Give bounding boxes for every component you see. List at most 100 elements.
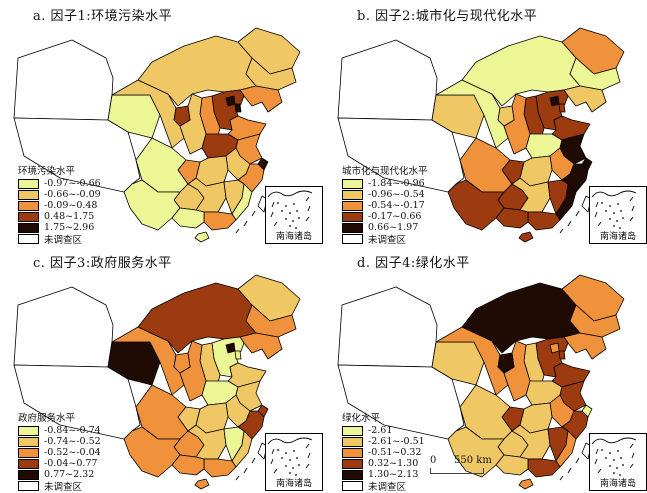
inset-island-dot	[293, 450, 295, 452]
china-choropleth-map-b	[337, 27, 625, 243]
legend-swatch-no-data	[342, 480, 363, 491]
china-choropleth-map-d	[337, 274, 625, 490]
province-liaoning	[563, 85, 607, 113]
legend-swatch	[18, 200, 39, 211]
inset-dash-line	[270, 458, 274, 465]
inset-island-dot	[296, 210, 298, 212]
inset-island-dot	[619, 227, 621, 229]
legend-label: -0.97~-0.66	[44, 178, 101, 189]
sea-boundary-dash	[251, 210, 256, 217]
inset-island-dot	[295, 227, 297, 229]
inset-dash-line	[305, 196, 310, 202]
inset-island-dot	[281, 457, 283, 459]
inset-dash-line	[631, 205, 635, 212]
inset-label: 南海诸岛	[266, 232, 322, 243]
province-xinjiang	[337, 286, 438, 368]
legend-row: -0.51~0.32	[342, 447, 425, 458]
province-hainan	[518, 478, 534, 490]
map-panel-b: b. 因子2:城市化与现代化水平 城市化与现代化水平 -1.84~-0.96 -0…	[324, 0, 647, 246]
province-shandong	[551, 362, 591, 388]
map-legend-c: 政府服务水平 -0.84~-0.74 -0.74~-0.52 -0.52~-0.04…	[18, 410, 101, 493]
inset-dash-line	[595, 201, 599, 208]
legend-swatch	[342, 211, 363, 222]
inset-dash-line	[271, 448, 275, 455]
province-chongqing	[501, 406, 525, 432]
province-hainan	[518, 231, 534, 243]
south-china-sea-inset: 南海诸岛	[265, 433, 323, 491]
inset-islands-graphic	[591, 190, 637, 229]
province-beijing	[549, 342, 560, 354]
inset-dash-line	[305, 443, 310, 449]
south-china-sea-inset: 南海诸岛	[265, 186, 323, 244]
legend-label: -0.54~-0.17	[368, 200, 425, 211]
legend-row: -0.09~0.48	[18, 200, 101, 211]
inset-island-dot	[285, 465, 287, 467]
legend-swatch	[18, 458, 39, 469]
province-guangdong	[527, 211, 561, 231]
legend-swatch	[342, 436, 363, 447]
legend-label-no-data: 未调查区	[44, 481, 83, 493]
sea-boundary-dash	[567, 467, 572, 474]
inset-coastline	[267, 190, 313, 198]
legend-label-no-data: 未调查区	[44, 234, 83, 246]
inset-dash-line	[273, 468, 278, 474]
inset-dash-line	[305, 216, 310, 222]
inset-dash-line	[597, 221, 602, 227]
inset-island-dot	[609, 205, 611, 207]
province-shandong	[227, 362, 267, 388]
legend-row: -0.54~-0.17	[342, 200, 428, 211]
inset-island-dot	[616, 220, 618, 222]
legend-label: 0.32~1.30	[368, 458, 419, 469]
sea-boundary-dash	[559, 228, 564, 234]
province-tianjin	[234, 103, 242, 113]
inset-island-dot	[292, 220, 294, 222]
scale-bar-line	[430, 468, 484, 474]
legend-label: -0.96~-0.54	[368, 189, 425, 200]
inset-coastline	[591, 437, 637, 445]
inset-islands-graphic	[591, 437, 637, 476]
province-beijing	[225, 342, 236, 354]
legend-swatch	[342, 178, 363, 189]
legend-row: -0.97~-0.66	[18, 178, 101, 189]
province-tianjin	[558, 103, 566, 113]
inset-island-dot	[292, 467, 294, 469]
province-beijing	[225, 95, 236, 107]
inset-dash-line	[595, 448, 599, 455]
inset-island-dot	[285, 218, 287, 220]
legend-rows: -0.84~-0.74 -0.74~-0.52 -0.52~-0.04 -0.04~0…	[18, 425, 101, 493]
inset-island-dot	[617, 450, 619, 452]
inset-island-dot	[289, 472, 291, 474]
inset-island-dot	[298, 217, 300, 219]
legend-label: 1.30~2.13	[368, 469, 419, 480]
province-hainan	[194, 231, 210, 243]
legend-label: -0.74~-0.52	[44, 436, 101, 447]
legend-swatch	[342, 222, 363, 233]
inset-island-dot	[613, 459, 615, 461]
legend-title: 城市化与现代化水平	[342, 166, 428, 177]
china-choropleth-map-c	[13, 274, 301, 490]
province-guangxi	[495, 454, 529, 476]
inset-label: 南海诸岛	[266, 479, 322, 490]
province-ningxia	[173, 105, 191, 127]
legend-swatch	[18, 211, 39, 222]
legend-label: -1.84~-0.96	[368, 178, 425, 189]
legend-label-no-data: 未调查区	[368, 234, 407, 246]
province-chongqing	[177, 159, 201, 185]
province-tianjin	[234, 350, 242, 360]
legend-swatch	[18, 178, 39, 189]
province-xinjiang	[337, 39, 438, 121]
legend-rows: -0.97~-0.66 -0.66~-0.09 -0.09~0.48 0.48~1.7…	[18, 178, 101, 246]
inset-island-dot	[620, 457, 622, 459]
legend-row-no-data: 未调查区	[342, 480, 425, 493]
inset-island-dot	[285, 205, 287, 207]
legend-row: -0.96~-0.54	[342, 189, 428, 200]
panel-title-d: d. 因子4:绿化水平	[357, 256, 470, 271]
province-shandong	[227, 115, 267, 141]
inset-island-dot	[617, 203, 619, 205]
inset-island-dot	[616, 467, 618, 469]
province-jilin	[245, 57, 297, 91]
legend-swatch-no-data	[342, 233, 363, 244]
legend-row: -0.52~-0.04	[18, 447, 101, 458]
inset-island-dot	[295, 474, 297, 476]
sea-boundary-dash	[575, 210, 580, 217]
